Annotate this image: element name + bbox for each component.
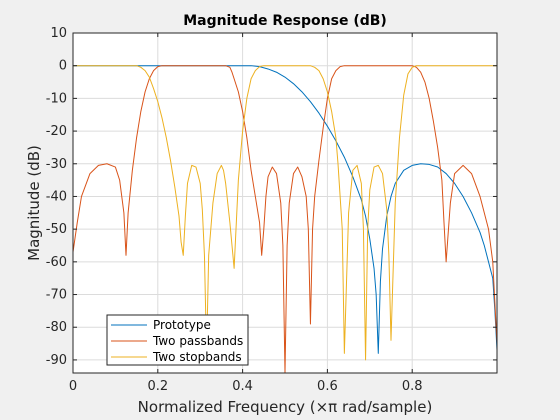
y-tick-label: -80 bbox=[46, 320, 67, 335]
legend-entry-3: Two stopbands bbox=[152, 350, 242, 364]
axes-box bbox=[72, 32, 498, 374]
y-tick-label: -40 bbox=[46, 189, 67, 204]
y-tick-label: -10 bbox=[46, 91, 67, 106]
y-tick-label: -70 bbox=[46, 288, 67, 303]
y-tick-label: 10 bbox=[50, 26, 67, 41]
x-tick-label: 0.4 bbox=[232, 379, 253, 394]
x-tick-label: 0.2 bbox=[147, 379, 168, 394]
y-tick-label: 0 bbox=[59, 59, 67, 74]
x-tick-label: 0 bbox=[69, 379, 77, 394]
chart-title: Magnitude Response (dB) bbox=[183, 13, 387, 29]
y-tick-label: -90 bbox=[46, 353, 67, 368]
legend-entry-1: Prototype bbox=[153, 318, 211, 332]
x-tick-label: 0.6 bbox=[317, 379, 338, 394]
y-tick-label: -20 bbox=[46, 124, 67, 139]
y-tick-label: -60 bbox=[46, 255, 67, 270]
series-line-3 bbox=[73, 65, 497, 361]
legend-entry-2: Two passbands bbox=[152, 334, 243, 348]
series-line-1 bbox=[73, 65, 498, 354]
y-tick-label: -30 bbox=[46, 157, 67, 172]
x-axis-label: Normalized Frequency (×π rad/sample) bbox=[138, 398, 433, 416]
series-lines bbox=[72, 65, 498, 374]
y-tick-label: -50 bbox=[46, 222, 67, 237]
x-tick-label: 0.8 bbox=[402, 379, 423, 394]
ticks: 0 0.2 0.4 0.6 0.8 10 0 -10 -20 -30 -40 -50 -60 -70 -80… bbox=[46, 26, 497, 394]
y-axis-label: Magnitude (dB) bbox=[25, 145, 43, 261]
legend[interactable]: Prototype Two passbands Two stopbands bbox=[106, 314, 249, 366]
series-line-2 bbox=[72, 65, 498, 374]
